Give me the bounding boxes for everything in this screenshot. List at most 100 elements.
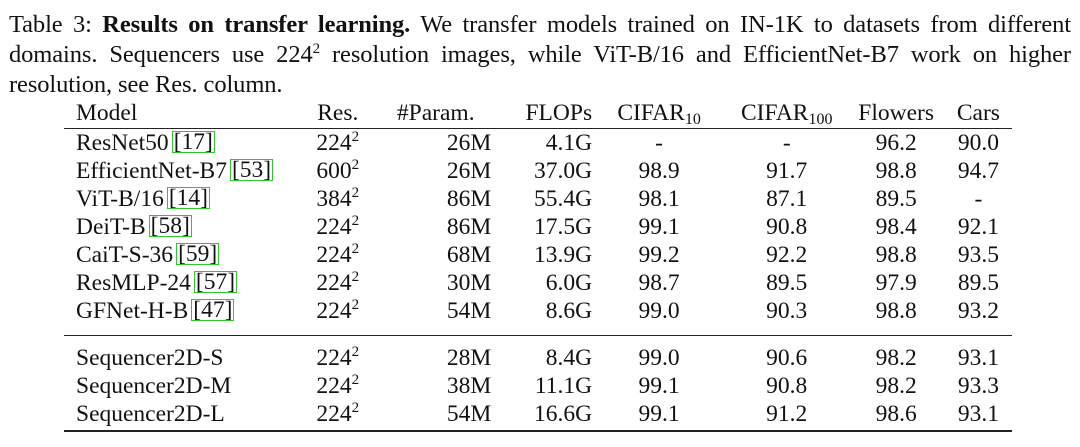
model-name: Sequencer2D-S [76,345,224,371]
cell-model: ResNet50 [17] [64,129,295,158]
cell-flowers: 98.4 [875,214,917,240]
model-name: GFNet-H-B [76,298,189,324]
cell-cifar100: 87.1 [766,186,808,212]
cell-flowers: 98.2 [875,373,917,399]
cell-flops: 55.4G [534,186,593,212]
table-row: DeiT-B [58] 2242 86M 17.5G 99.1 90.8 98.4 92.1 [64,213,1012,241]
cell-flops: 16.6G [491,400,593,432]
cell-model: GFNet-H-B [47] [64,297,295,336]
results-table: Model Res. #Param. FLOPs CIFAR10 CIFAR10… [64,98,1012,432]
cell-res: 2242 [295,129,380,158]
table-caption: Table 3: Results on transfer learning. W… [9,10,1071,100]
header-param: #Param. [380,98,492,129]
table-row: ViT-B/16 [14] 3842 86M 55.4G 98.1 87.1 89.5- [64,185,1012,213]
res-value: 224 [316,345,352,371]
header-cifar10-sub: 10 [684,111,701,128]
cell-flops: 6.0G [545,270,593,296]
citation-number: 17 [181,129,206,155]
cell-flops: 11.1G [534,373,593,399]
cell-flowers: 89.5 [875,186,917,212]
cell-cifar100: 90.8 [766,214,808,240]
model-name: ResNet50 [76,130,169,156]
sequencer-models-group: Sequencer2D-S 2242 28M 8.4G 99.0 90.6 98.2 93.1… [64,335,1012,432]
citation-link[interactable]: [58] [148,213,192,239]
cell-param: 54M [446,298,492,324]
header-cars: Cars [944,98,1012,129]
model-name: DeiT-B [76,214,146,240]
citation-link[interactable]: [57] [193,269,238,295]
res-exponent: 2 [351,129,360,145]
cell-flowers: 98.2 [847,335,945,372]
cell-cifar100: 89.5 [766,270,808,296]
cell-model: Sequencer2D-S [64,335,296,372]
cell-param: 54M [380,400,492,432]
model-name: ResMLP-24 [76,270,191,296]
citation-number: 59 [185,241,210,267]
cell-res: 2242 [295,297,380,336]
res-exponent: 2 [351,269,360,285]
cell-cifar100: - [782,130,791,156]
caption-label: Table 3: [9,11,92,38]
cell-cifar100: 90.6 [726,335,848,372]
cell-res: 3842 [295,185,380,213]
cell-cars: 90.0 [957,130,999,156]
res-exponent: 2 [351,372,360,388]
table-row: ResMLP-24 [57] 2242 30M 6.0G 98.7 89.5 97.9 89.5 [64,269,1012,297]
citation-link[interactable]: [17] [171,129,215,155]
cell-flowers: 98.8 [875,242,917,268]
cell-cifar100: 90.8 [766,373,808,399]
cell-flops: 8.4G [491,335,593,372]
cell-cars: - [974,186,983,212]
cell-param: 26M [446,130,492,156]
table-header: Model Res. #Param. FLOPs CIFAR10 CIFAR10… [64,98,1012,129]
res-value: 224 [316,373,352,399]
cell-param: 68M [446,242,492,268]
cell-param: 30M [446,270,492,296]
header-cifar10-base: CIFAR [617,100,685,126]
caption-text: We transfer models trained on IN-1K to d… [9,11,1071,68]
cell-cars: 93.5 [957,242,999,268]
cell-cars: 93.2 [957,298,999,324]
cell-cars: 93.3 [957,373,999,399]
model-name: EfficientNet-B7 [76,158,227,184]
cell-res: 2242 [295,372,380,400]
res-exponent: 2 [351,185,360,201]
citation-link[interactable]: [59] [176,241,220,267]
citation-number: 58 [158,213,182,239]
res-value: 224 [316,130,352,156]
baseline-models-group: ResNet50 [17] 2242 26M 4.1G - -96.2 90.0 Efficie… [64,129,1012,336]
cell-res: 2242 [295,400,381,432]
cell-cifar10: - [655,130,663,156]
table-row: Sequencer2D-M 2242 38M 11.1G 99.1 90.8 98.2 93.… [64,372,1012,400]
cell-flops: 13.9G [534,242,593,268]
results-table-container: Model Res. #Param. FLOPs CIFAR10 CIFAR10… [64,98,1012,432]
citation-number: 14 [176,185,201,211]
res-value: 224 [316,298,352,324]
citation-link[interactable]: [53] [229,157,274,183]
header-flops: FLOPs [491,98,593,129]
cell-flowers: 98.8 [875,298,917,324]
res-value: 600 [316,158,352,184]
cell-param: 86M [446,186,492,212]
header-cifar100-base: CIFAR [741,100,809,126]
res-exponent: 2 [351,344,360,360]
res-exponent: 2 [351,400,360,416]
res-value: 384 [316,186,352,212]
table-row: Sequencer2D-L 2242 54M 16.6G 99.1 91.2 98.6 93.… [64,400,1012,432]
cell-res: 2242 [295,269,380,297]
table-row: CaiT-S-36 [59] 2242 68M 13.9G 99.2 92.2 98.8 93.… [64,241,1012,269]
citation-link[interactable]: [14] [166,185,210,211]
citation-number: 57 [203,269,228,295]
cell-param: 38M [446,373,492,399]
cell-res: 2242 [295,213,380,241]
cell-cars: 94.7 [957,158,999,184]
citation-number: 47 [201,297,225,323]
citation-link[interactable]: [47] [191,297,235,323]
citation-number: 53 [239,157,264,183]
cell-cifar10: 99.2 [638,242,680,268]
cell-param: 86M [446,214,492,240]
cell-res: 6002 [295,157,380,185]
cell-cifar10: 99.1 [592,400,727,432]
res-exponent: 2 [351,213,360,229]
res-value: 224 [316,242,352,268]
